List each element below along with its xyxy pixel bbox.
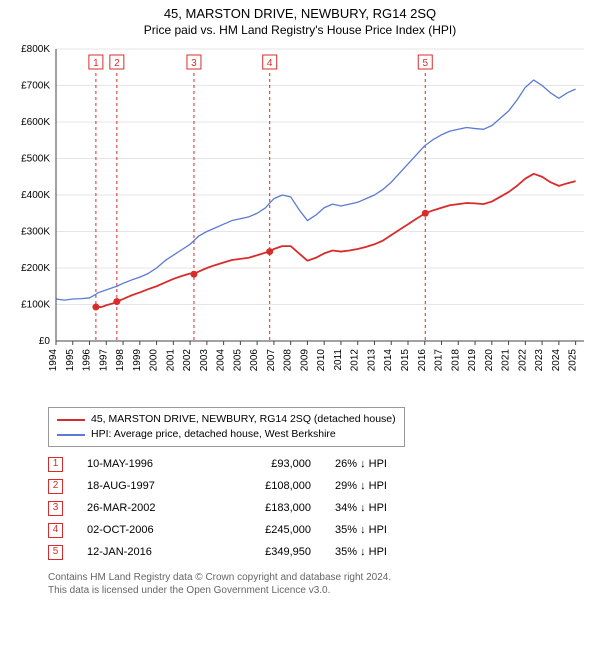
transaction-date: 18-AUG-1997 [87,475,197,497]
transaction-pct: 35% ↓ HPI [335,541,425,563]
transaction-number-badge: 1 [48,457,63,472]
legend-label: 45, MARSTON DRIVE, NEWBURY, RG14 2SQ (de… [91,412,396,427]
attribution-footer: Contains HM Land Registry data © Crown c… [48,571,592,597]
svg-text:£400K: £400K [21,190,50,201]
price-chart: £0 £100K £200K £300K £400K £500K £600K £700K £80… [8,41,592,401]
transaction-row: 3 26-MAR-2002 £183,000 34% ↓ HPI [48,497,592,519]
svg-text:£700K: £700K [21,81,50,92]
svg-text:1994: 1994 [48,349,59,372]
transaction-row: 2 18-AUG-1997 £108,000 29% ↓ HPI [48,475,592,497]
footer-line: This data is licensed under the Open Gov… [48,584,592,597]
svg-text:1997: 1997 [98,349,109,372]
svg-text:2000: 2000 [149,349,160,372]
transaction-pct: 34% ↓ HPI [335,497,425,519]
chart-subtitle: Price paid vs. HM Land Registry's House … [8,23,592,37]
svg-text:£0: £0 [39,336,51,347]
legend-swatch [57,419,85,421]
svg-text:£200K: £200K [21,263,50,274]
svg-text:1996: 1996 [82,349,93,372]
svg-text:£800K: £800K [21,44,50,55]
svg-text:1998: 1998 [115,349,126,372]
transaction-pct: 29% ↓ HPI [335,475,425,497]
svg-text:£100K: £100K [21,300,50,311]
transaction-date: 02-OCT-2006 [87,519,197,541]
footer-line: Contains HM Land Registry data © Crown c… [48,571,592,584]
svg-text:2019: 2019 [467,349,478,372]
transaction-table: 1 10-MAY-1996 £93,000 26% ↓ HPI 2 18-AUG-1997… [48,453,592,563]
legend-item: HPI: Average price, detached house, West… [57,427,396,442]
transaction-price: £183,000 [221,497,311,519]
svg-text:2024: 2024 [551,349,562,372]
svg-text:£600K: £600K [21,117,50,128]
svg-text:1995: 1995 [65,349,76,372]
svg-text:2012: 2012 [350,349,361,372]
svg-text:2007: 2007 [266,349,277,372]
transaction-date: 26-MAR-2002 [87,497,197,519]
svg-text:2023: 2023 [534,349,545,372]
transaction-date: 10-MAY-1996 [87,453,197,475]
svg-text:4: 4 [267,58,273,69]
transaction-row: 5 12-JAN-2016 £349,950 35% ↓ HPI [48,541,592,563]
svg-text:2004: 2004 [216,349,227,372]
svg-text:2001: 2001 [165,349,176,372]
transaction-price: £108,000 [221,475,311,497]
svg-text:2008: 2008 [283,349,294,372]
svg-text:2017: 2017 [434,349,445,372]
svg-text:2014: 2014 [383,349,394,372]
transaction-row: 4 02-OCT-2006 £245,000 35% ↓ HPI [48,519,592,541]
svg-text:£500K: £500K [21,154,50,165]
svg-text:5: 5 [422,58,428,69]
legend-item: 45, MARSTON DRIVE, NEWBURY, RG14 2SQ (de… [57,412,396,427]
transaction-price: £349,950 [221,541,311,563]
transaction-row: 1 10-MAY-1996 £93,000 26% ↓ HPI [48,453,592,475]
svg-text:1: 1 [93,58,99,69]
transaction-number-badge: 4 [48,523,63,538]
svg-text:2011: 2011 [333,349,344,371]
svg-text:2025: 2025 [568,349,579,372]
svg-text:£300K: £300K [21,227,50,238]
legend-swatch [57,434,85,436]
svg-text:2018: 2018 [450,349,461,372]
svg-text:2: 2 [114,58,120,69]
svg-text:2013: 2013 [366,349,377,372]
transaction-price: £245,000 [221,519,311,541]
svg-text:2021: 2021 [501,349,512,372]
legend: 45, MARSTON DRIVE, NEWBURY, RG14 2SQ (de… [48,407,405,447]
transaction-date: 12-JAN-2016 [87,541,197,563]
svg-text:2003: 2003 [199,349,210,372]
transaction-number-badge: 2 [48,479,63,494]
svg-text:2016: 2016 [417,349,428,372]
legend-label: HPI: Average price, detached house, West… [91,427,336,442]
svg-text:2010: 2010 [316,349,327,372]
svg-text:2005: 2005 [232,349,243,372]
svg-text:2022: 2022 [517,349,528,372]
transaction-pct: 35% ↓ HPI [335,519,425,541]
transaction-number-badge: 3 [48,501,63,516]
svg-text:2006: 2006 [249,349,260,372]
svg-text:2002: 2002 [182,349,193,372]
transaction-number-badge: 5 [48,545,63,560]
chart-svg: £0 £100K £200K £300K £400K £500K £600K £700K £80… [8,41,592,401]
svg-text:2009: 2009 [299,349,310,372]
svg-text:1999: 1999 [132,349,143,372]
svg-text:2020: 2020 [484,349,495,372]
svg-text:2015: 2015 [400,349,411,372]
transaction-pct: 26% ↓ HPI [335,453,425,475]
transaction-price: £93,000 [221,453,311,475]
chart-title: 45, MARSTON DRIVE, NEWBURY, RG14 2SQ [8,6,592,21]
svg-text:3: 3 [191,58,197,69]
